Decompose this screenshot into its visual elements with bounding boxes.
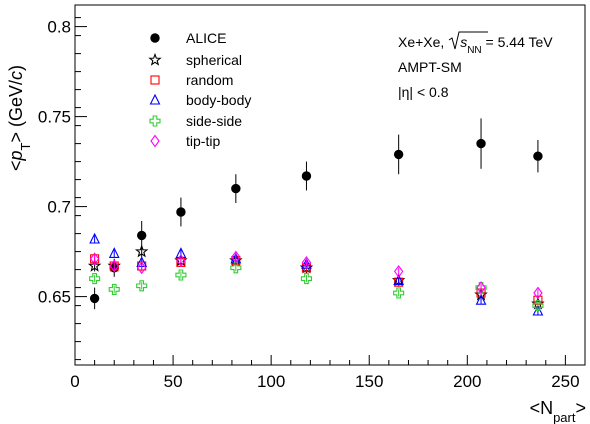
data-point [108,283,120,295]
legend-label-tip-tip: tip-tip [186,133,220,149]
series-alice [89,118,543,310]
legend-entry-body-body: body-body [149,92,251,108]
x-tick-label: 150 [355,372,383,391]
sqrt-sign [448,31,488,50]
legend-label-random: random [186,72,233,88]
data-point [231,250,241,264]
data-point [89,273,101,285]
data-point [475,282,487,294]
x-tick-label: 200 [453,372,481,391]
data-point [533,286,543,300]
legend-symbol [150,33,160,43]
data-point [393,274,405,285]
annotation-model: AMPT-SM [398,59,462,75]
data-point [176,207,186,217]
x-tick-label: 0 [70,372,79,391]
legend-marker [150,75,160,85]
legend-entry-random: random [150,72,233,88]
legend-symbol [148,52,162,66]
legend-label-side-side: side-side [186,113,242,129]
y-tick-label: 0.7 [47,198,71,217]
data-point [300,273,313,285]
data-point [533,151,543,161]
x-tick-label: 250 [551,372,579,391]
data-point [393,149,404,160]
x-axis-title: <Npart> [530,398,586,424]
legend-entry-alice: ALICE [150,30,226,46]
legend-marker [149,93,161,105]
data-point [89,252,100,266]
data-point [136,280,148,292]
legend-symbol [150,75,160,85]
annotation-system: Xe+Xe, sNN = 5.44 TeV [398,34,553,56]
legend: ALICE spherical random body-body side-si… [148,30,251,149]
data-point [301,171,312,181]
series-tip-tip [89,250,543,300]
legend-entry-spherical: spherical [148,52,242,68]
y-tick-label: 0.75 [38,108,71,127]
data-point [393,264,404,278]
data-point [175,269,187,281]
legend-symbol [150,134,160,148]
series-side-side [89,262,544,312]
data-point [301,255,312,269]
data-point [89,232,101,244]
data-point [87,258,102,272]
legend-entry-tip-tip: tip-tip [150,133,220,149]
legend-symbol [149,115,161,127]
data-point [393,287,405,299]
y-axis-title: <pT> (GeV/c) [6,65,33,171]
legend-marker [150,134,160,148]
legend-label-body-body: body-body [186,92,251,108]
data-point [109,259,119,273]
data-point [532,300,544,312]
y-tick-label: 0.65 [38,288,71,307]
data-point [230,262,242,274]
legend-symbol [149,93,161,105]
data-point [476,138,486,149]
legend-label-spherical: spherical [186,52,242,68]
series-body-body [89,232,544,316]
data-point [476,281,486,295]
legend-entry-side-side: side-side [149,113,242,129]
axes-layer: 0 50 100 150 200 250 0.65 0.7 0.75 0.8 [38,4,586,391]
annotation-eta: |η| < 0.8 [398,84,449,100]
data-point [176,254,186,268]
data-point [137,261,147,275]
data-point [136,230,147,241]
data-point [475,293,487,305]
annotation-block: Xe+Xe, sNN = 5.44 TeV AMPT-SM |η| < 0.8 [398,31,553,100]
legend-label-alice: ALICE [186,30,226,46]
data-point [89,293,100,304]
legend-marker [148,52,162,66]
data-point [108,247,120,258]
data-point [134,244,149,258]
x-tick-label: 100 [257,372,285,391]
series-spherical [87,244,545,310]
series-random [90,254,543,305]
legend-marker [150,33,160,43]
y-tick-label: 0.8 [47,18,71,37]
x-tick-label: 50 [164,372,183,391]
data-point [231,183,241,194]
legend-marker [149,115,161,127]
data-layer [87,118,545,316]
